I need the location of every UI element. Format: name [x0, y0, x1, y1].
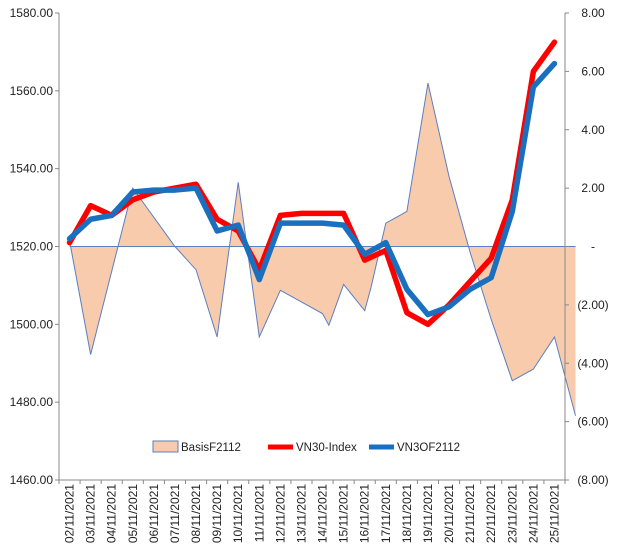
right-tick-label: 8.00 — [581, 6, 605, 20]
x-tick-label: 06/11/2021 — [147, 484, 161, 543]
right-tick-label: (4.00) — [577, 356, 608, 370]
x-tick-label: 04/11/2021 — [105, 484, 119, 543]
right-tick-label: (8.00) — [577, 473, 608, 487]
x-tick-label: 05/11/2021 — [126, 484, 140, 543]
legend-label: BasisF2112 — [181, 442, 241, 454]
basis-area-edge — [69, 82, 577, 416]
x-tick-label: 18/11/2021 — [400, 484, 414, 543]
x-tick-label: 11/11/2021 — [252, 484, 266, 543]
lines-layer — [66, 39, 558, 328]
x-tick-label: 10/11/2021 — [231, 484, 245, 543]
axes-layer: 1460.00 1480.00 1500.00 1520.00 1540.00 1560.… — [10, 6, 609, 543]
x-tick-label: 23/11/2021 — [505, 484, 519, 543]
left-tick-label: 1480.00 — [10, 395, 54, 409]
right-tick-label: 2.00 — [581, 181, 605, 195]
legend-label: VN3OF2112 — [397, 442, 460, 454]
right-tick-label: 4.00 — [581, 123, 605, 137]
x-tick-label: 07/11/2021 — [168, 484, 182, 543]
x-tick-label: 09/11/2021 — [210, 484, 224, 543]
left-tick-label: 1460.00 — [10, 473, 54, 487]
right-tick-label: 6.00 — [581, 64, 605, 78]
left-tick-label: 1580.00 — [10, 6, 54, 20]
x-tick-label: 20/11/2021 — [442, 484, 456, 543]
x-tick-label: 17/11/2021 — [379, 484, 393, 543]
x-tick-label: 13/11/2021 — [294, 484, 308, 543]
x-tick-label: 22/11/2021 — [484, 484, 498, 543]
x-tick-label: 21/11/2021 — [463, 484, 477, 543]
x-tick-label: 02/11/2021 — [63, 484, 77, 543]
legend: BasisF2112 VN30-Index VN3OF2112 — [152, 440, 460, 454]
x-tick-label: 12/11/2021 — [273, 484, 287, 543]
x-tick-label: 14/11/2021 — [316, 484, 330, 543]
x-tick-label: 24/11/2021 — [526, 484, 540, 543]
left-tick-label: 1500.00 — [10, 317, 54, 331]
series-line-vn30-index — [66, 39, 558, 328]
right-tick-label: (6.00) — [577, 415, 608, 429]
area-layer — [69, 82, 577, 416]
series-line-vn3of2112 — [66, 60, 558, 318]
right-tick-label: - — [591, 240, 595, 254]
x-tick-label: 15/11/2021 — [337, 484, 351, 543]
left-tick-label: 1540.00 — [10, 162, 54, 176]
legend-swatch — [152, 440, 179, 453]
x-tick-label: 25/11/2021 — [547, 484, 561, 543]
legend-label: VN30-Index — [296, 442, 357, 454]
x-tick-label: 19/11/2021 — [421, 484, 435, 543]
x-tick-label: 16/11/2021 — [358, 484, 372, 543]
x-tick-label: 03/11/2021 — [84, 484, 98, 543]
left-tick-label: 1520.00 — [10, 240, 54, 254]
basis-area — [69, 83, 576, 416]
right-tick-label: (2.00) — [577, 298, 608, 312]
x-tick-label: 08/11/2021 — [189, 484, 203, 543]
left-tick-label: 1560.00 — [10, 84, 54, 98]
